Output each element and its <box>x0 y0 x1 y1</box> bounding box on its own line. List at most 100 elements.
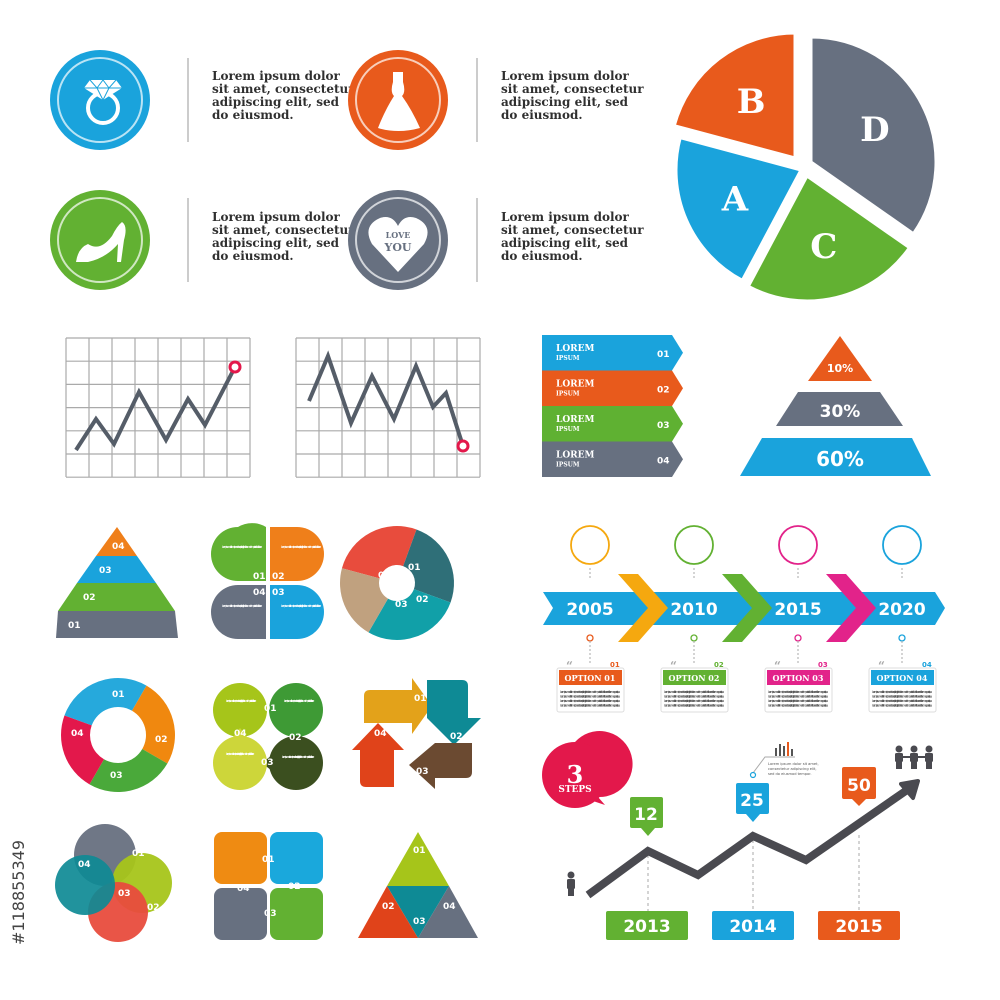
pie-diagram: A B D C <box>672 31 938 303</box>
petal-diagram: 01 02 04 03 Lorem ipsum dolor sit amet, … <box>211 523 324 639</box>
diamond-ring-icon <box>84 79 122 125</box>
step-number: 02 <box>416 595 429 605</box>
step-number: 02 <box>83 593 96 603</box>
year-box-2013: 2013 <box>606 911 688 940</box>
step-number: 01 <box>68 621 81 631</box>
item-text-line: do eiusmod. <box>501 249 583 263</box>
pie-slice-label: B <box>737 82 766 122</box>
pyramid-label: 10% <box>827 362 853 375</box>
icon-item-dress: Lorem ipsum dolor sit amet, consectetur … <box>348 50 644 150</box>
pie-slice-d: D <box>809 35 938 236</box>
step-number: 04 <box>112 542 125 552</box>
item-title: LOREM <box>556 451 595 461</box>
option-text: Lorem ipsum dolor sit amet, consectetur … <box>872 699 932 703</box>
item-text-line: Lorem ipsum dolor <box>212 210 341 224</box>
pie-slice-shape <box>674 135 804 283</box>
option-number: 04 <box>922 661 932 669</box>
arrow-shape <box>542 335 683 371</box>
year-label: 2014 <box>729 917 776 937</box>
timeline-circle <box>778 525 818 565</box>
option-text: Lorem ipsum dolor sit amet, consectetur … <box>560 699 620 703</box>
option-text: Lorem ipsum dolor sit amet, consectetur … <box>768 704 828 708</box>
step-number: 03 <box>118 889 131 899</box>
triangle-diagram: 01 02 03 04 <box>358 832 478 938</box>
tag-value: 25 <box>740 791 764 811</box>
option-text: Lorem ipsum dolor sit amet, consectetur … <box>664 695 724 699</box>
option-header <box>767 670 830 685</box>
option-text: Lorem ipsum dolor sit amet, consectetur … <box>664 704 724 708</box>
option-text: Lorem ipsum dolor sit amet, consectetur … <box>872 704 932 708</box>
timeline-year: 2010 <box>670 600 717 620</box>
arrow-shape <box>542 441 683 477</box>
step-number: 01 <box>132 849 145 859</box>
bar-chart-icon <box>775 742 793 756</box>
stock-id: #118855349 <box>9 840 28 945</box>
steps-badge-number: 3 <box>567 760 584 789</box>
option-pin <box>690 634 698 642</box>
lorem-text: Lorem ipsum dolor sit amet, consectetur … <box>226 699 256 703</box>
item-text-line: adipiscing elit, sed <box>501 236 629 250</box>
option-number: 02 <box>714 661 724 669</box>
value-tag-12: 12 <box>630 797 663 836</box>
item-number: 03 <box>657 421 670 431</box>
step-number: 03 <box>261 758 274 768</box>
wedding-dress-icon <box>378 72 420 131</box>
option-pin <box>586 634 594 642</box>
lorem-text: Lorem ipsum dolor sit amet, consectetur … <box>282 755 314 759</box>
icon-item-ring: Lorem ipsum dolor sit amet, consectetur … <box>50 50 355 150</box>
step-number: 03 <box>110 771 123 781</box>
pie-slice-shape <box>809 35 938 236</box>
step-number: 01 <box>414 694 427 704</box>
step-number: 01 <box>408 563 421 573</box>
option-text: Lorem ipsum dolor sit amet, consectetur … <box>664 699 724 703</box>
pie-slice-c: C <box>746 173 912 303</box>
option-text: Lorem ipsum dolor sit amet, consectetur … <box>872 695 932 699</box>
option-pin <box>898 634 906 642</box>
option-text: Lorem ipsum dolor sit amet, consectetur … <box>768 690 828 694</box>
note-line: consectetur adipiscing elit, <box>768 767 817 771</box>
lorem-text: Lorem ipsum dolor sit amet, consectetur … <box>281 604 321 608</box>
item-text-line: sit amet, consectetur <box>501 223 644 237</box>
item-text-line: Lorem ipsum dolor <box>501 210 630 224</box>
icon-item-heart: LOVE YOU Lorem ipsum dolor sit amet, con… <box>348 190 644 290</box>
timeline-year: 2020 <box>878 600 925 620</box>
step-number: 03 <box>416 767 429 777</box>
step-number: 01 <box>262 855 275 865</box>
ring-center <box>382 568 412 598</box>
lorem-text: Lorem ipsum dolor sit amet, consectetur … <box>226 752 254 756</box>
step-number: 01 <box>112 690 125 700</box>
pie-slice-label: A <box>721 180 749 220</box>
tag-value: 50 <box>847 776 871 796</box>
step-number: 03 <box>395 600 408 610</box>
option-number: 03 <box>818 661 828 669</box>
line-chart-down <box>295 337 481 478</box>
pie-slice-a: A <box>674 135 804 283</box>
year-label: 2015 <box>835 917 882 937</box>
option-header <box>559 670 622 685</box>
item-text-line: do eiusmod. <box>501 108 583 122</box>
quote-icon: “ <box>774 659 781 673</box>
year-box-2015: 2015 <box>818 911 900 940</box>
option-label: OPTION 03 <box>773 673 824 683</box>
step-number: 02 <box>450 732 463 742</box>
item-text-line: adipiscing elit, sed <box>212 95 340 109</box>
option-header <box>871 670 934 685</box>
item-text-line: do eiusmod. <box>212 249 294 263</box>
pie-slice-label: C <box>810 227 837 267</box>
item-text-line: adipiscing elit, sed <box>501 95 629 109</box>
trend-line <box>74 366 237 452</box>
step-number: 01 <box>253 572 266 582</box>
growth-arrow <box>585 784 913 899</box>
step-number: 02 <box>155 735 168 745</box>
timeline-circle <box>882 525 922 565</box>
value-tag-25: 25 <box>736 783 769 822</box>
note-line: Lorem ipsum dolor sit amet, <box>768 762 819 766</box>
donut-segment <box>64 677 147 726</box>
heart-text-love: LOVE <box>386 230 411 240</box>
option-label: OPTION 01 <box>565 673 616 683</box>
